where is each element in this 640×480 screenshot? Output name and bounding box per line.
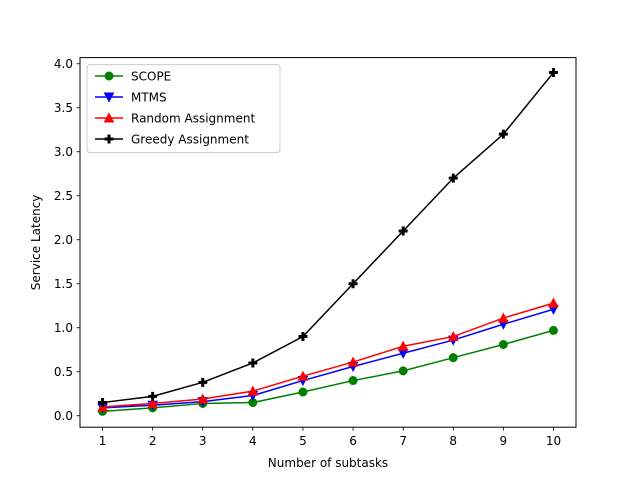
- legend-label: SCOPE: [131, 70, 171, 84]
- data-point: [247, 385, 259, 396]
- series-line: [102, 72, 555, 404]
- y-axis-title: Service Latency: [29, 195, 43, 291]
- x-tick-label: 2: [149, 434, 157, 448]
- x-axis-title: Number of subtasks: [268, 456, 388, 470]
- data-point: [298, 387, 308, 397]
- data-point: [398, 366, 408, 376]
- data-point: [548, 325, 558, 335]
- x-tick-label: 8: [449, 434, 457, 448]
- series-line: [102, 302, 554, 408]
- y-axis: 0.0 0.5 1.0 1.5 2.0 2.5 3.0 3.5 4.0: [54, 57, 80, 423]
- legend-marker: [103, 92, 115, 103]
- series-line: [102, 308, 554, 409]
- data-point: [348, 279, 358, 289]
- data-point: [448, 353, 458, 363]
- legend-label: Random Assignment: [131, 112, 255, 126]
- data-point: [447, 330, 459, 342]
- data-point: [147, 397, 158, 408]
- series-layer: [97, 68, 559, 416]
- series-line: [102, 329, 554, 413]
- legend-item: SCOPE: [95, 70, 171, 84]
- x-tick-label: 4: [249, 434, 257, 448]
- y-tick-label: 3.0: [54, 145, 73, 159]
- x-tick-label: 9: [500, 434, 508, 448]
- y-tick-label: 1.0: [54, 321, 73, 335]
- y-tick-label: 0.0: [54, 409, 73, 423]
- x-tick-label: 10: [546, 434, 561, 448]
- legend-marker: [103, 112, 115, 123]
- x-tick-label: 3: [199, 434, 207, 448]
- data-point: [98, 398, 108, 408]
- data-point: [498, 129, 508, 139]
- x-tick-label: 7: [399, 434, 407, 448]
- y-tick-label: 2.0: [54, 233, 73, 247]
- legend-label: Greedy Assignment: [131, 133, 249, 147]
- data-point: [398, 226, 408, 236]
- x-tick-label: 1: [99, 434, 107, 448]
- data-point: [397, 340, 409, 351]
- legend-box: [86, 64, 281, 154]
- data-point: [198, 377, 208, 387]
- y-tick-label: 2.5: [54, 189, 73, 203]
- data-point: [548, 297, 559, 308]
- x-axis: 1 2 3 4 5 6 7 8 9 10: [99, 427, 561, 448]
- data-point: [498, 339, 508, 349]
- legend-item: MTMS: [95, 91, 167, 105]
- legend-marker: [104, 71, 114, 81]
- data-point: [498, 312, 509, 323]
- data-point: [347, 356, 359, 367]
- series-greedy-assignment: [98, 68, 558, 408]
- data-point: [298, 332, 308, 342]
- legend-item: Greedy Assignment: [95, 133, 249, 147]
- x-tick-label: 5: [299, 434, 307, 448]
- data-point: [348, 376, 358, 386]
- legend: SCOPE MTMS Random Assignment Greedy Assignm…: [86, 64, 281, 154]
- y-tick-label: 1.5: [54, 277, 73, 291]
- legend-label: MTMS: [131, 91, 167, 105]
- legend-item: Random Assignment: [95, 112, 255, 126]
- data-point: [548, 68, 558, 78]
- data-point: [248, 358, 258, 368]
- data-point: [197, 393, 209, 404]
- y-tick-label: 0.5: [54, 365, 73, 379]
- x-tick-label: 6: [349, 434, 357, 448]
- data-point: [297, 370, 309, 381]
- legend-marker: [104, 134, 114, 144]
- data-point: [148, 391, 158, 401]
- y-tick-label: 3.5: [54, 101, 73, 115]
- data-point: [448, 173, 458, 183]
- y-tick-label: 4.0: [54, 57, 73, 71]
- plot-frame: [79, 57, 577, 428]
